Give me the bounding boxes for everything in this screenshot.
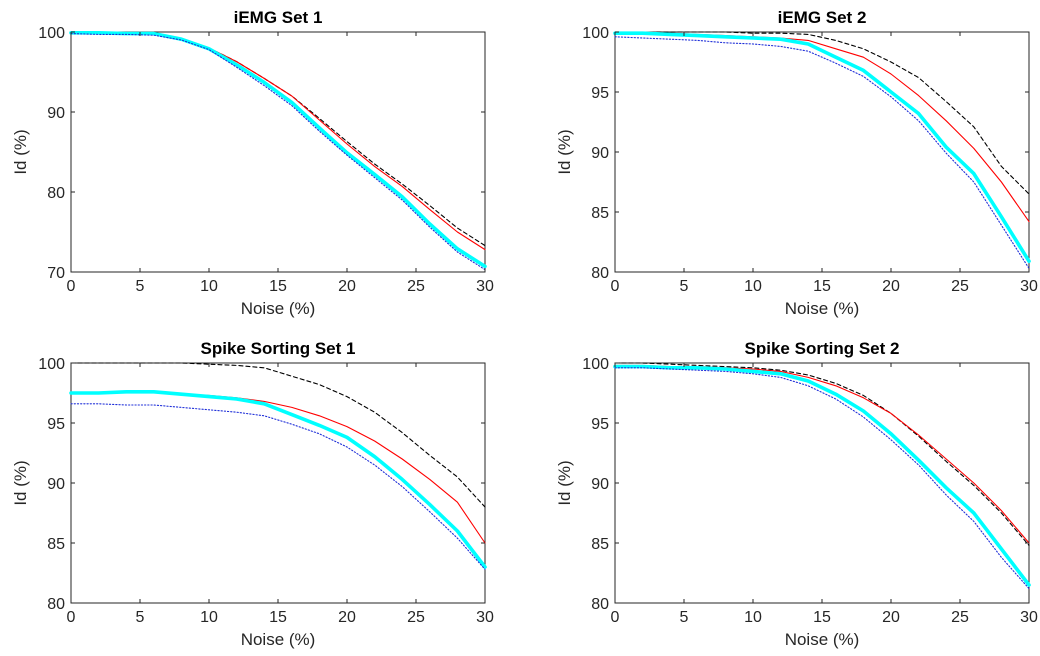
x-tick-label: 30: [476, 278, 494, 295]
plot-area: [613, 362, 1031, 590]
y-tick-label: 100: [38, 356, 65, 373]
series-cyan: [69, 30, 487, 269]
series-red: [70, 391, 486, 544]
x-tick-label: 10: [744, 609, 762, 626]
y-tick-label: 90: [591, 145, 609, 162]
x-tick-label: 15: [269, 609, 287, 626]
y-tick-label: 80: [591, 596, 609, 613]
x-tick-label: 5: [680, 278, 689, 295]
x-tick-label: 15: [269, 278, 287, 295]
x-tick-label: 5: [136, 278, 145, 295]
y-axis-label: Id (%): [11, 460, 30, 505]
x-tick-label: 0: [611, 609, 620, 626]
x-axis-label: Noise (%): [241, 299, 316, 318]
x-tick-label: 30: [1020, 278, 1038, 295]
x-tick-label: 5: [136, 609, 145, 626]
axes-box: [614, 31, 1030, 273]
x-tick-label: 20: [338, 278, 356, 295]
y-tick-label: 100: [582, 25, 609, 42]
x-tick-label: 25: [407, 609, 425, 626]
x-tick-label: 20: [882, 609, 900, 626]
plot-area: [613, 31, 1031, 269]
y-axis-label: Id (%): [555, 460, 574, 505]
chart-panel-2: 0 5 10 15 20 25 30 80 85 90 95 100 iEMG Set 2 Noise (…: [555, 8, 1038, 318]
x-tick-label: 10: [200, 278, 218, 295]
chart-panel-3: 0 5 10 15 20 25 30 80 85 90 95 100 Spike Sorting Set…: [11, 339, 494, 649]
y-tick-label: 100: [38, 25, 65, 42]
plot-area: [69, 30, 487, 271]
y-axis-label: Id (%): [11, 129, 30, 174]
x-tick-label: 10: [744, 278, 762, 295]
y-tick-label: 95: [47, 416, 65, 433]
x-tick-label: 0: [67, 278, 76, 295]
series-black-dashed: [614, 362, 1030, 546]
y-tick-label: 85: [591, 536, 609, 553]
plot-area: [69, 362, 487, 570]
y-tick-label: 85: [47, 536, 65, 553]
chart-panel-4: 0 5 10 15 20 25 30 80 85 90 95 100 Spike Sorting Set…: [555, 339, 1038, 649]
axes-box: [614, 362, 1030, 604]
series-cyan: [613, 31, 1031, 264]
x-axis-label: Noise (%): [785, 630, 860, 649]
x-tick-label: 25: [951, 609, 969, 626]
series-black-dashed: [70, 362, 486, 508]
y-tick-label: 90: [591, 476, 609, 493]
x-tick-label: 30: [1020, 609, 1038, 626]
x-axis-label: Noise (%): [241, 630, 316, 649]
chart-title: iEMG Set 1: [234, 8, 323, 27]
chart-title: iEMG Set 2: [778, 8, 867, 27]
x-tick-label: 0: [611, 278, 620, 295]
y-tick-label: 95: [591, 85, 609, 102]
y-tick-label: 95: [591, 416, 609, 433]
series-blue-dotted: [70, 33, 486, 271]
x-tick-label: 25: [407, 278, 425, 295]
series-black-dashed: [614, 31, 1030, 195]
chart-title: Spike Sorting Set 2: [745, 339, 900, 358]
x-tick-label: 15: [813, 609, 831, 626]
x-tick-label: 0: [67, 609, 76, 626]
y-tick-label: 70: [47, 265, 65, 282]
y-tick-label: 80: [47, 185, 65, 202]
series-red: [614, 31, 1030, 223]
y-tick-label: 90: [47, 476, 65, 493]
x-tick-label: 30: [476, 609, 494, 626]
axes-box: [70, 31, 486, 273]
y-tick-label: 85: [591, 205, 609, 222]
series-red: [614, 364, 1030, 544]
series-blue-dotted: [614, 367, 1030, 590]
y-tick-label: 80: [591, 265, 609, 282]
x-tick-label: 25: [951, 278, 969, 295]
axes-box: [70, 362, 486, 604]
series-blue-dotted: [70, 403, 486, 570]
x-axis-label: Noise (%): [785, 299, 860, 318]
y-tick-label: 100: [582, 356, 609, 373]
x-tick-label: 10: [200, 609, 218, 626]
y-tick-label: 80: [47, 596, 65, 613]
x-tick-label: 15: [813, 278, 831, 295]
series-blue-dotted: [614, 36, 1030, 269]
y-tick-label: 90: [47, 105, 65, 122]
x-tick-label: 20: [338, 609, 356, 626]
series-cyan: [613, 364, 1031, 587]
series-black-dashed: [70, 31, 486, 247]
x-tick-label: 5: [680, 609, 689, 626]
y-axis-label: Id (%): [555, 129, 574, 174]
chart-panel-1: 0 5 10 15 20 25 30 70 80 90 100 iEMG Set 1 Noise (%)…: [11, 8, 494, 318]
x-tick-label: 20: [882, 278, 900, 295]
chart-title: Spike Sorting Set 1: [201, 339, 356, 358]
series-cyan: [69, 389, 487, 569]
